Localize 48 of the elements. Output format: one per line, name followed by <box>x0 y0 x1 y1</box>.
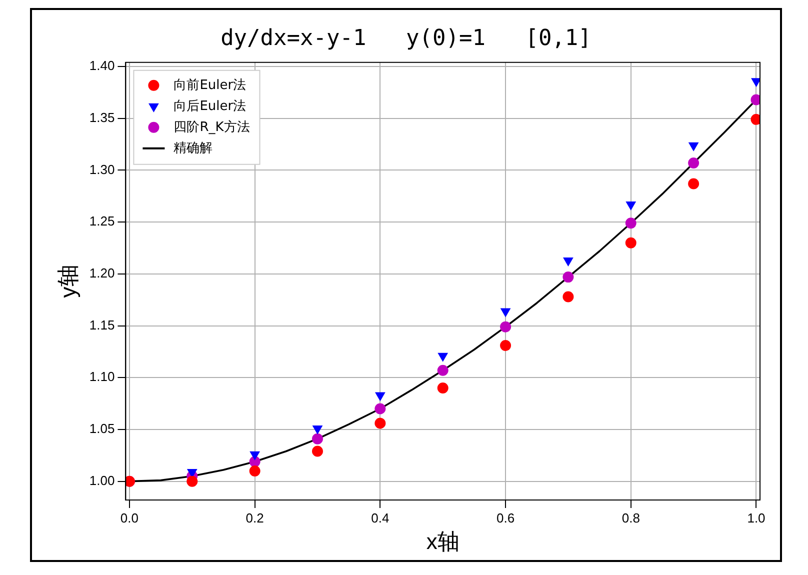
point <box>562 272 574 283</box>
x-tick-label: 1.0 <box>747 510 766 526</box>
x-tick-label: 0.2 <box>246 510 264 526</box>
legend-label: 四阶R_K方法 <box>174 118 250 135</box>
x-tick-label: 0.8 <box>622 510 640 526</box>
legend-label: 向前Euler法 <box>174 78 246 93</box>
point <box>563 257 574 266</box>
point <box>751 78 760 87</box>
point <box>186 476 198 487</box>
x-axis-title: x轴 <box>426 528 460 554</box>
point <box>437 364 448 376</box>
point <box>562 291 574 302</box>
point <box>625 237 636 248</box>
y-tick-label: 1.25 <box>89 214 115 229</box>
point <box>688 142 698 151</box>
y-tick-label: 1.15 <box>89 317 115 332</box>
y-tick-label: 1.30 <box>89 162 115 177</box>
point <box>312 446 323 457</box>
x-tick-label: 0.0 <box>120 510 138 526</box>
chart-title: dy/dx=x-y-1 y(0)=1 [0,1] <box>220 26 592 51</box>
x-tick-label: 0.4 <box>371 510 390 526</box>
legend-label: 精确解 <box>174 140 213 156</box>
point <box>500 321 512 332</box>
point <box>500 340 512 351</box>
point <box>625 218 636 229</box>
y-tick-label: 1.20 <box>89 266 115 281</box>
point <box>312 433 323 444</box>
point <box>187 469 197 478</box>
point <box>688 157 700 168</box>
y-tick-label: 1.35 <box>89 110 115 125</box>
point <box>374 403 386 414</box>
y-axis-title: y轴 <box>55 264 80 298</box>
y-tick-label: 1.00 <box>89 472 115 488</box>
point <box>688 178 700 190</box>
point <box>312 425 322 434</box>
legend-label: 向后Euler法 <box>174 98 246 114</box>
point <box>626 201 636 210</box>
y-tick-label: 1.10 <box>89 369 115 384</box>
point <box>437 382 448 394</box>
point <box>250 451 260 460</box>
y-tick-label: 1.40 <box>89 58 115 74</box>
point <box>500 308 510 317</box>
y-tick-label: 1.05 <box>89 421 115 436</box>
point <box>374 418 386 429</box>
point <box>438 352 448 362</box>
x-tick-label: 0.6 <box>496 510 515 526</box>
point <box>249 465 260 476</box>
point <box>375 392 386 401</box>
